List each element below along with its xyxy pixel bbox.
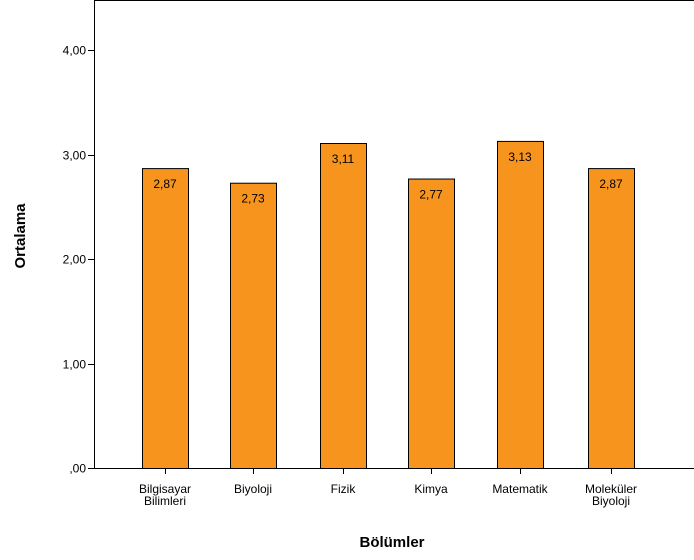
bars: [142, 140, 635, 470]
x-tick-label: Matematik: [492, 482, 548, 496]
y-tick-label: ,00: [69, 462, 86, 476]
y-tick-label: 4,00: [63, 44, 87, 58]
x-tick-label: Kimya: [414, 482, 448, 496]
x-tick-label: Moleküler Biyoloji: [585, 482, 637, 508]
y-tick-label: 1,00: [63, 358, 87, 372]
x-tick-label-line: Biyoloji: [592, 494, 630, 508]
bar: [142, 168, 189, 470]
y-tick-label: 3,00: [63, 149, 87, 163]
bar-value-label: 3,13: [508, 150, 532, 164]
bar: [588, 168, 635, 470]
x-tick-label: Bilgisayar Bilimleri: [139, 482, 191, 508]
y-axis-title: Ortalama: [12, 203, 29, 269]
bar-value-label: 2,87: [153, 177, 177, 191]
x-tick-label: Biyoloji: [234, 482, 272, 496]
bar-value-label: 2,87: [599, 177, 623, 191]
x-tick-label: Fizik: [331, 482, 357, 496]
bar-value-labels: 2,87 2,73 3,11 2,77 3,13 2,87: [153, 150, 623, 206]
x-tick-label-line: Kimya: [414, 482, 448, 496]
bar: [230, 182, 277, 469]
bar-value-label: 2,77: [419, 188, 443, 202]
x-tick-label-line: Matematik: [492, 482, 548, 496]
bar: [320, 143, 367, 469]
x-axis: Bilgisayar Bilimleri Biyoloji Fizik Kimya Mat…: [139, 468, 637, 508]
x-axis-title: Bölümler: [359, 534, 424, 551]
bar-value-label: 2,73: [241, 192, 265, 206]
bar: [497, 140, 544, 469]
bar: [408, 178, 455, 469]
bar-value-label: 3,11: [332, 152, 355, 166]
x-tick-label-line: Biyoloji: [234, 482, 272, 496]
x-tick-label-line: Bilgisayar: [139, 482, 191, 496]
x-tick-label-line: Fizik: [331, 482, 357, 496]
y-axis: ,00 1,00 2,00 3,00 4,00: [63, 44, 94, 476]
y-tick-label: 2,00: [63, 253, 87, 267]
x-tick-label-line: Bilimleri: [144, 494, 186, 508]
x-tick-label-line: Moleküler: [585, 482, 637, 496]
